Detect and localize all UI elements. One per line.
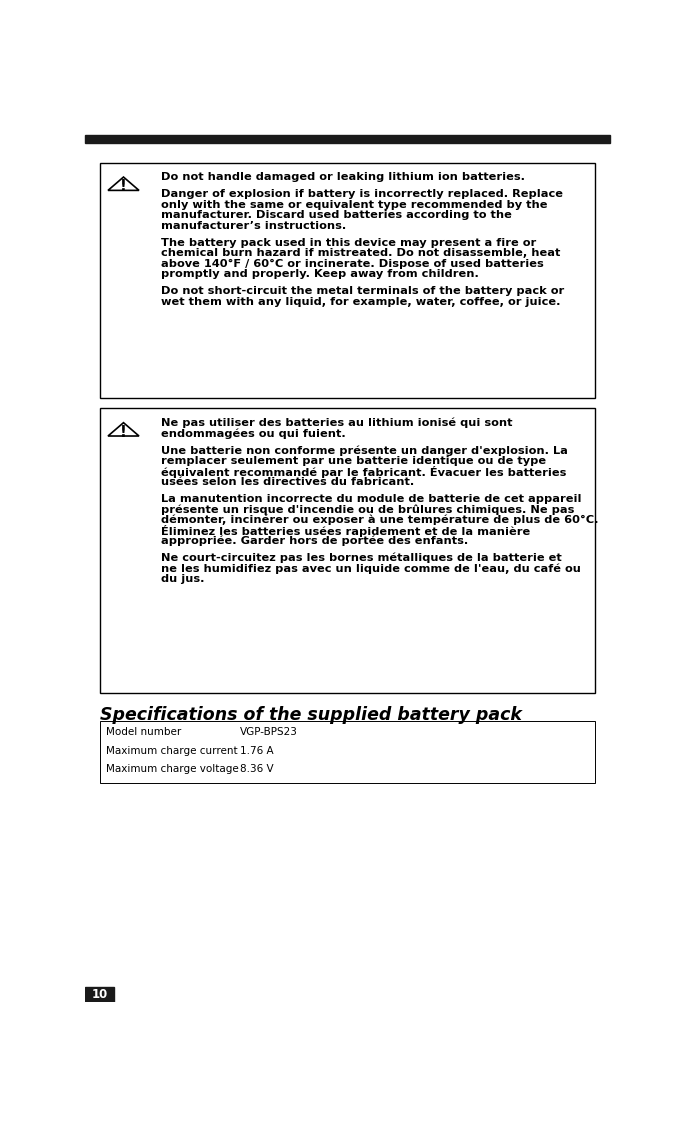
Text: 1.76 A: 1.76 A <box>240 745 273 756</box>
Text: Danger of explosion if battery is incorrectly replaced. Replace: Danger of explosion if battery is incorr… <box>161 189 563 199</box>
Bar <box>85 135 610 143</box>
Text: usées selon les directives du fabricant.: usées selon les directives du fabricant. <box>161 476 414 486</box>
Text: équivalent recommandé par le fabricant. Évacuer les batteries: équivalent recommandé par le fabricant. … <box>161 466 566 479</box>
Text: Do not handle damaged or leaking lithium ion batteries.: Do not handle damaged or leaking lithium… <box>161 172 525 182</box>
Text: Maximum charge current: Maximum charge current <box>106 745 238 756</box>
Text: remplacer seulement par une batterie identique ou de type: remplacer seulement par une batterie ide… <box>161 456 546 466</box>
Text: endommagées ou qui fuient.: endommagées ou qui fuient. <box>161 428 346 439</box>
Text: wet them with any liquid, for example, water, coffee, or juice.: wet them with any liquid, for example, w… <box>161 297 560 306</box>
Text: Une batterie non conforme présente un danger d'explosion. La: Une batterie non conforme présente un da… <box>161 446 567 456</box>
Text: présente un risque d'incendie ou de brûlures chimiques. Ne pas: présente un risque d'incendie ou de brûl… <box>161 504 574 515</box>
Bar <box>100 163 595 397</box>
Text: !: ! <box>120 179 127 194</box>
Text: Specifications of the supplied battery pack: Specifications of the supplied battery p… <box>100 706 522 724</box>
Text: 10: 10 <box>92 988 108 1001</box>
Text: La manutention incorrecte du module de batterie de cet appareil: La manutention incorrecte du module de b… <box>161 494 581 504</box>
Bar <box>85 986 114 1002</box>
Text: ne les humidifiez pas avec un liquide comme de l'eau, du café ou: ne les humidifiez pas avec un liquide co… <box>161 563 580 574</box>
Text: démonter, incinérer ou exposer à une température de plus de 60°C.: démonter, incinérer ou exposer à une tem… <box>161 515 598 525</box>
Text: appropriée. Garder hors de portée des enfants.: appropriée. Garder hors de portée des en… <box>161 536 468 546</box>
Text: Ne pas utiliser des batteries au lithium ionisé qui sont: Ne pas utiliser des batteries au lithium… <box>161 418 512 428</box>
Text: du jus.: du jus. <box>161 573 204 583</box>
Text: Maximum charge voltage: Maximum charge voltage <box>106 765 239 775</box>
Text: Do not short-circuit the metal terminals of the battery pack or: Do not short-circuit the metal terminals… <box>161 286 564 296</box>
Text: Éliminez les batteries usées rapidement et de la manière: Éliminez les batteries usées rapidement … <box>161 525 530 537</box>
Bar <box>100 721 595 783</box>
Text: promptly and properly. Keep away from children.: promptly and properly. Keep away from ch… <box>161 269 479 279</box>
Text: The battery pack used in this device may present a fire or: The battery pack used in this device may… <box>161 238 536 248</box>
Text: !: ! <box>120 425 127 439</box>
Text: Model number: Model number <box>106 727 182 738</box>
Bar <box>100 409 595 694</box>
Text: chemical burn hazard if mistreated. Do not disassemble, heat: chemical burn hazard if mistreated. Do n… <box>161 249 560 258</box>
Text: above 140°F / 60°C or incinerate. Dispose of used batteries: above 140°F / 60°C or incinerate. Dispos… <box>161 259 544 269</box>
Text: manufacturer’s instructions.: manufacturer’s instructions. <box>161 221 346 231</box>
Text: manufacturer. Discard used batteries according to the: manufacturer. Discard used batteries acc… <box>161 211 512 221</box>
Text: 8.36 V: 8.36 V <box>240 765 273 775</box>
Text: only with the same or equivalent type recommended by the: only with the same or equivalent type re… <box>161 199 547 209</box>
Text: Ne court-circuitez pas les bornes métalliques de la batterie et: Ne court-circuitez pas les bornes métall… <box>161 553 561 563</box>
Text: VGP-BPS23: VGP-BPS23 <box>240 727 298 738</box>
